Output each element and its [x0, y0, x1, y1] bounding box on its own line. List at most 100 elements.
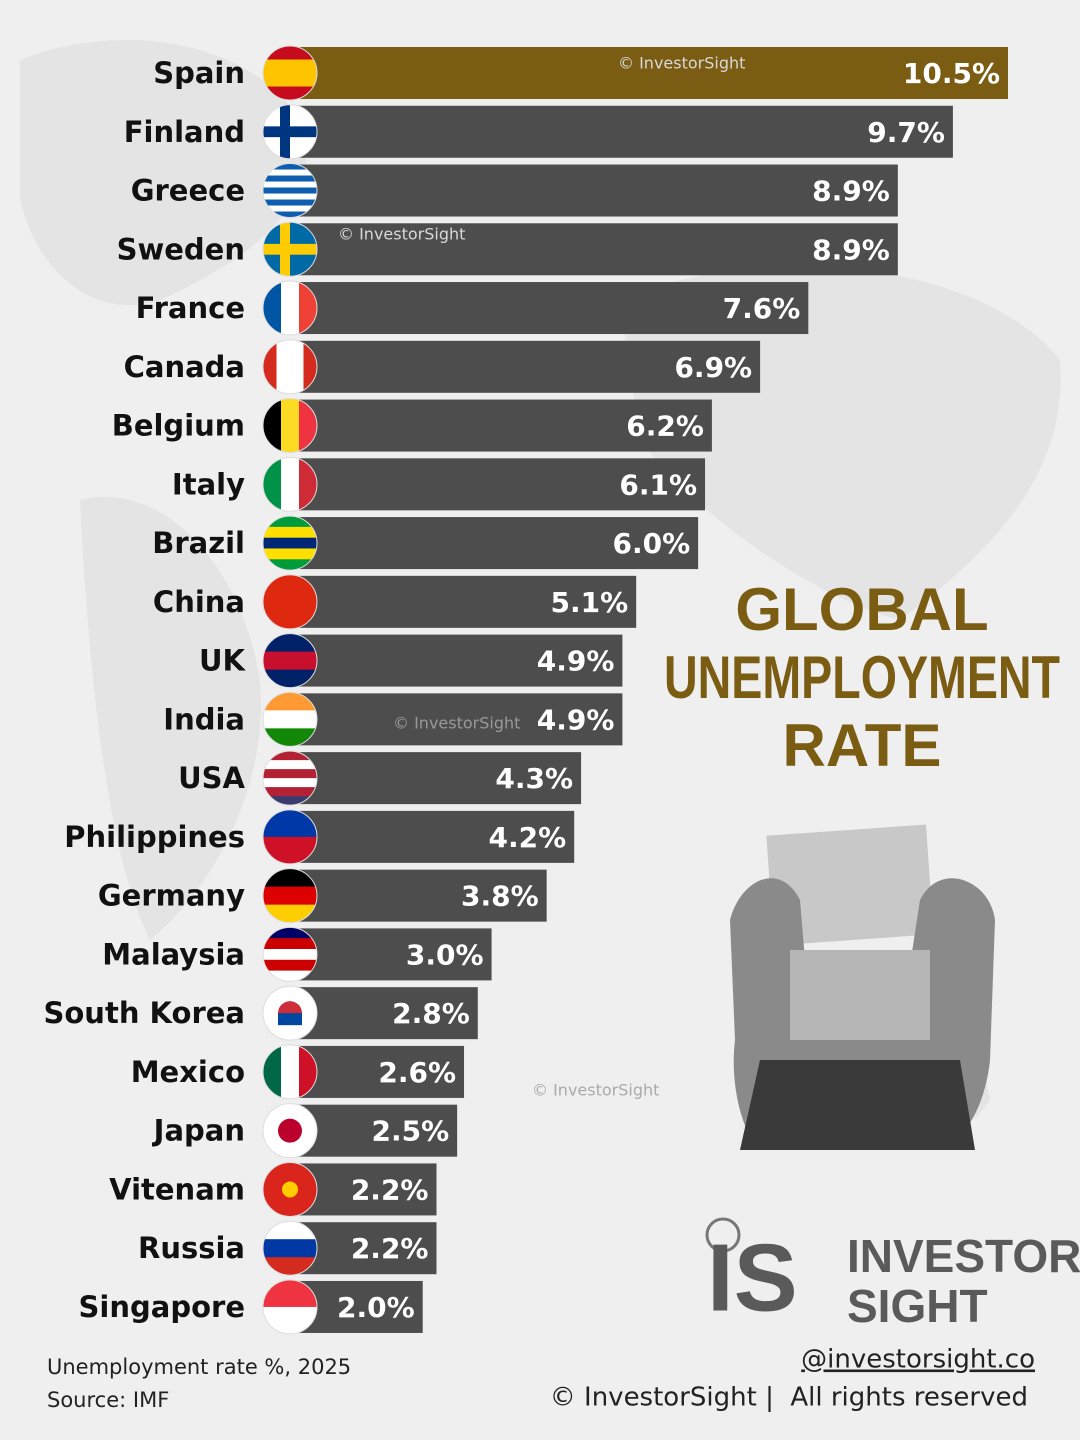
- flag: [263, 1103, 317, 1158]
- flag-stripe: [263, 398, 282, 453]
- bar: [285, 223, 898, 276]
- flag-stripe: [299, 281, 317, 336]
- flag-stripe: [290, 339, 304, 394]
- value-label: 8.9%: [812, 233, 890, 266]
- watermark: © InvestorSight: [338, 225, 465, 244]
- flag: [263, 398, 317, 453]
- flag-stripe: [263, 970, 317, 982]
- country-label: Canada: [124, 350, 245, 384]
- flag-stripe: [263, 1257, 317, 1276]
- value-label: 10.5%: [903, 57, 1000, 90]
- flag-outline: [262, 1161, 318, 1217]
- flag-stripe: [263, 205, 317, 213]
- flag-stripe: [263, 187, 317, 195]
- flag-stripe: [263, 193, 317, 201]
- flag-stripe: [263, 959, 317, 972]
- flag-stripe: [263, 651, 317, 671]
- country-label: Malaysia: [102, 937, 245, 971]
- logo-mark: IS: [707, 1224, 798, 1331]
- bar: [285, 752, 582, 805]
- flag-stripe: [299, 398, 317, 453]
- value-label: 6.1%: [619, 468, 697, 501]
- flag-stripe: [263, 1044, 282, 1099]
- flag: [263, 1221, 317, 1276]
- bar: [285, 164, 898, 217]
- country-label: Philippines: [64, 820, 245, 854]
- country-label: Mexico: [131, 1055, 245, 1089]
- bar: [285, 399, 712, 452]
- bar: [285, 458, 706, 511]
- value-label: 6.0%: [612, 527, 690, 560]
- flag-outline: [262, 104, 318, 160]
- flag-stripe: [263, 778, 317, 788]
- flag-stripe: [280, 222, 290, 277]
- flag-stripe: [263, 281, 282, 336]
- flag-stripe: [263, 949, 317, 961]
- watermark: © InvestorSight: [393, 714, 520, 733]
- flag-stripe: [263, 886, 317, 906]
- value-label: 4.2%: [489, 821, 567, 854]
- bar: [285, 47, 1008, 99]
- flag-outline: [262, 45, 318, 101]
- flag-stripe: [263, 59, 317, 74]
- country-label: Japan: [152, 1114, 245, 1148]
- flag: [263, 574, 317, 629]
- flag-outline: [262, 280, 318, 336]
- handle: @investorsight.co: [801, 1345, 1035, 1375]
- country-label: UK: [199, 644, 247, 678]
- flag-stripe: [263, 1239, 317, 1258]
- flag-stripe: [263, 904, 317, 923]
- flag: [263, 751, 317, 806]
- flag-stripe: [263, 796, 317, 806]
- country-label: Belgium: [112, 409, 245, 443]
- illustration: [730, 824, 995, 1150]
- flag: [263, 692, 317, 747]
- country-label: Singapore: [79, 1290, 245, 1324]
- flag-stripe: [263, 175, 317, 183]
- flag-stripe: [263, 163, 317, 171]
- flag: [263, 986, 317, 1041]
- value-label: 2.2%: [351, 1232, 429, 1265]
- value-label: 2.2%: [351, 1173, 429, 1206]
- flag-stripe: [263, 211, 317, 218]
- flag-outline: [262, 339, 318, 395]
- flag-stripe: [263, 181, 317, 189]
- note: Source: IMF: [47, 1388, 169, 1412]
- flag-stripe: [299, 457, 317, 512]
- flag-stripe: [263, 868, 317, 888]
- value-label: 7.6%: [723, 292, 801, 325]
- flag-stripe: [263, 760, 317, 770]
- bar: [285, 693, 623, 746]
- country-label: France: [136, 291, 245, 325]
- value-label: 3.8%: [461, 880, 539, 913]
- flag-stripe: [282, 1181, 298, 1198]
- flag-outline: [262, 868, 318, 924]
- flag-stripe: [263, 548, 317, 560]
- flag-stripe: [263, 728, 317, 747]
- value-label: 5.1%: [551, 586, 629, 619]
- flag-outline: [262, 221, 318, 277]
- country-label: India: [163, 702, 245, 736]
- title-line: RATE: [783, 712, 942, 779]
- country-label: South Korea: [44, 996, 246, 1030]
- flag-stripe: [281, 457, 300, 512]
- logo-text: SIGHT: [847, 1280, 988, 1332]
- flag-stripe: [263, 574, 317, 629]
- country-label: Greece: [131, 174, 245, 208]
- bar: [285, 928, 492, 981]
- flag-outline: [262, 1103, 318, 1159]
- flag-stripe: [263, 710, 317, 729]
- country-label: Germany: [98, 879, 245, 913]
- country-label: Brazil: [152, 526, 245, 560]
- flag-stripe: [263, 169, 317, 177]
- flag: [263, 163, 317, 218]
- value-label: 8.9%: [812, 175, 890, 208]
- bar: [285, 575, 637, 628]
- flag-stripe: [263, 769, 317, 779]
- country-label: Italy: [172, 467, 245, 501]
- flag-outline: [262, 163, 318, 219]
- flag: [263, 222, 317, 277]
- flag: [263, 457, 317, 512]
